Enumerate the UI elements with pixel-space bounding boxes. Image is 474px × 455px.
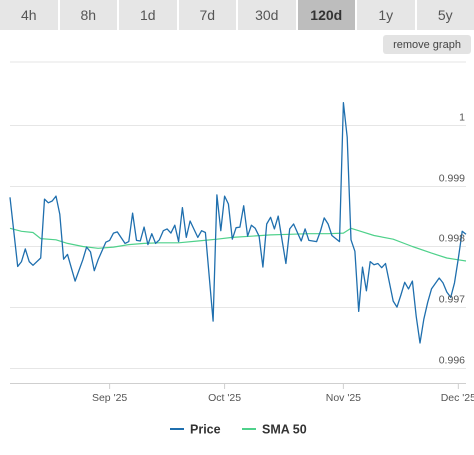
x-tick-label: Dec '25 (441, 392, 474, 404)
y-tick-label: 0.997 (439, 294, 465, 306)
timeframe-tabs: 4h 8h 1d 7d 30d 120d 1y 5y (0, 0, 474, 30)
x-tick-label: Sep '25 (92, 392, 127, 404)
y-axis-labels: 1 0.999 0.998 0.997 0.996 (439, 112, 465, 367)
y-tick-label: 0.999 (439, 173, 465, 185)
y-tick-label: 0.996 (439, 355, 465, 367)
remove-graph-button[interactable]: remove graph (383, 35, 471, 54)
legend-price-label: Price (190, 423, 221, 437)
tab-1y[interactable]: 1y (357, 0, 415, 30)
tab-120d[interactable]: 120d (297, 0, 355, 30)
tab-30d[interactable]: 30d (238, 0, 296, 30)
tab-4h[interactable]: 4h (0, 0, 58, 30)
tab-8h[interactable]: 8h (59, 0, 117, 30)
x-axis: Sep '25 Oct '25 Nov '25 Dec '25 (10, 383, 474, 404)
chart-series (9, 102, 467, 344)
price-series-line (9, 102, 467, 344)
y-tick-label: 0.998 (439, 233, 465, 245)
tab-5y[interactable]: 5y (416, 0, 474, 30)
x-tick-label: Nov '25 (326, 392, 361, 404)
sma-series-line (9, 227, 467, 262)
legend-sma-label: SMA 50 (262, 423, 307, 437)
chart-legend: Price SMA 50 (170, 423, 307, 437)
tab-7d[interactable]: 7d (178, 0, 236, 30)
tab-1d[interactable]: 1d (119, 0, 177, 30)
x-tick-label: Oct '25 (208, 392, 241, 404)
chart-grid (10, 61, 466, 369)
y-tick-label: 1 (459, 112, 465, 124)
